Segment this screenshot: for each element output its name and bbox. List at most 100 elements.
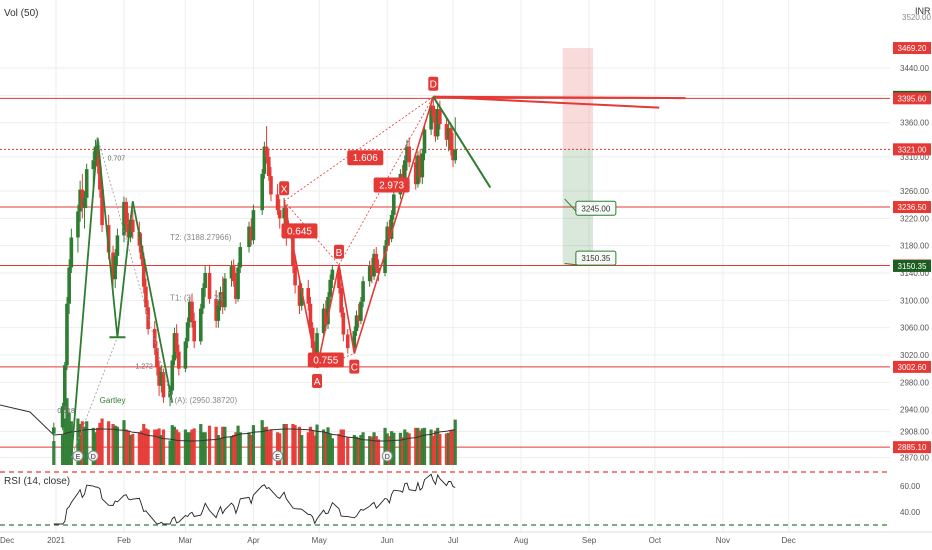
candle-body <box>321 308 326 334</box>
event-label-3: D <box>385 454 390 461</box>
volume-bar <box>315 424 319 465</box>
candle-body <box>356 315 361 321</box>
candlestick-series <box>52 96 458 443</box>
gartley-leg-0 <box>70 137 99 458</box>
price-tick-9: 3060.00 <box>900 324 929 333</box>
volume-bar <box>236 425 240 465</box>
candle-body <box>139 245 144 260</box>
volume-bar <box>313 435 317 465</box>
volume-bar <box>168 440 172 465</box>
candle-body <box>111 252 115 280</box>
rsi-tick-60: 60.00 <box>900 482 921 491</box>
candle-body <box>392 194 396 215</box>
price-tick-0: 3440.00 <box>900 64 929 73</box>
candle-body <box>416 155 420 185</box>
harmonic-pattern[interactable]: X A B C D 1.606 2.973 0.645 0.755 0.707 1.272 0.618… <box>57 76 686 462</box>
volume-bar <box>282 424 286 465</box>
candle-body <box>429 105 433 130</box>
candle-body <box>172 333 177 361</box>
candle-body <box>98 166 102 190</box>
candle-body <box>65 303 69 366</box>
price-tick-4: 3260.00 <box>900 187 929 196</box>
candle-body <box>144 286 148 308</box>
point-label-b: B <box>336 248 343 259</box>
price-tick-10: 3020.00 <box>900 351 929 360</box>
candle-body <box>67 267 71 304</box>
volume-bar <box>414 427 418 465</box>
volume-bar <box>398 432 402 465</box>
price-axis[interactable]: 3440.003400.003360.003310.003260.003220.… <box>890 0 932 550</box>
volume-bar <box>431 436 435 465</box>
candle-body <box>238 247 243 268</box>
rsi-indicator-label: RSI (14, close) <box>4 476 70 487</box>
volume-bar <box>161 429 166 465</box>
point-marker-a <box>312 373 323 388</box>
volume-bar <box>438 433 442 465</box>
candle-body <box>269 175 273 195</box>
candle-body <box>352 331 357 349</box>
time-axis[interactable]: Dec 2021 Feb Mar Apr May Jun Jul Aug Sep Oct Nov Dec <box>0 531 932 545</box>
candle-body <box>216 305 221 321</box>
candle-body <box>130 219 135 232</box>
volume-bar <box>221 426 225 465</box>
short-position-tool[interactable] <box>562 48 594 266</box>
time-label-2021-1: 2021 <box>47 536 65 545</box>
volume-bar <box>260 420 264 465</box>
volume-bar <box>326 427 330 465</box>
volume-bar <box>188 432 192 465</box>
candle-body <box>324 308 328 325</box>
candle-body <box>372 253 376 277</box>
volume-bar <box>370 436 374 465</box>
candle-body <box>201 288 205 309</box>
currency-label: INR <box>915 6 931 16</box>
volume-bar <box>146 429 150 465</box>
target-label-0: 3245.00 <box>581 204 610 213</box>
volume-bar <box>420 428 424 465</box>
volume-bar <box>249 435 253 465</box>
candle-body <box>247 226 251 248</box>
volume-bar <box>300 435 304 465</box>
volume-bar <box>96 427 100 465</box>
candle-body <box>315 333 319 361</box>
candle-body <box>418 155 422 178</box>
gartley-leg-2 <box>116 201 134 338</box>
candle-body <box>251 210 256 241</box>
volume-bar <box>267 431 271 465</box>
candle-body <box>234 281 238 299</box>
gartley-ratio-0: 0.707 <box>108 155 126 162</box>
gartley-t2: T2: (3188.27966) <box>170 233 232 242</box>
candle-body <box>435 109 440 137</box>
volume-bar <box>67 413 71 465</box>
volume-bar <box>405 432 409 465</box>
time-label-dec-12: Dec <box>782 536 796 545</box>
candle-body <box>198 308 203 342</box>
gartley-xb-diagonal <box>70 337 118 458</box>
candle-body <box>52 427 56 434</box>
volume-bar <box>232 435 236 465</box>
price-tag-label-2885.10: 2885.10 <box>898 443 927 452</box>
volume-bar <box>293 425 297 465</box>
volume-bar <box>186 432 190 465</box>
price-tick-14: 2870.00 <box>900 454 929 463</box>
volume-bar <box>284 424 288 465</box>
candle-body <box>282 208 286 219</box>
candle-body <box>177 351 181 369</box>
candle-body <box>157 367 161 386</box>
candle-body <box>376 267 381 273</box>
candle-body <box>420 153 425 178</box>
candle-body <box>262 146 267 174</box>
volume-bar <box>247 432 251 465</box>
volume-bar <box>436 427 440 465</box>
volume-bar <box>416 427 420 465</box>
candle-body <box>374 253 379 268</box>
time-label-sep-9: Sep <box>582 536 597 545</box>
volume-bar <box>218 437 223 465</box>
volume-bar <box>269 429 273 465</box>
price-tick-12: 2940.00 <box>900 406 929 415</box>
volume-bar <box>387 436 392 465</box>
volume-bar <box>155 429 159 465</box>
candle-body <box>354 315 359 332</box>
volume-bar <box>359 435 363 465</box>
price-tick-8: 3100.00 <box>900 296 929 305</box>
